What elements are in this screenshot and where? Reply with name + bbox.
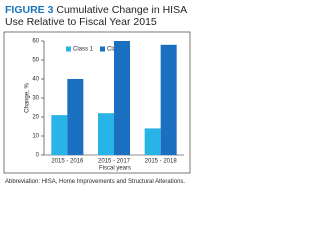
- y-axis-label: Change, %: [25, 82, 31, 112]
- x-tick-label: 2015 - 2018: [145, 159, 178, 165]
- chart-title: Cumulative Change in HISA Use Relative t…: [5, 4, 187, 28]
- y-tick-label: 40: [32, 77, 39, 83]
- figure-label: FIGURE 3: [5, 4, 54, 16]
- y-tick-label: 0: [36, 153, 40, 159]
- bar: [98, 113, 114, 155]
- chart-frame: [3, 31, 191, 174]
- chart-title-block: FIGURE 3 Cumulative Change in HISA Use R…: [5, 4, 191, 28]
- bar: [114, 41, 130, 155]
- y-tick-label: 30: [32, 96, 39, 102]
- bar: [144, 128, 161, 155]
- y-tick-label: 10: [32, 134, 39, 140]
- y-tick-label: 20: [32, 115, 39, 121]
- footnote: Abbreviation: HISA, Home Improvements an…: [5, 179, 186, 185]
- legend-swatch: [100, 46, 105, 52]
- bar: [51, 115, 68, 155]
- x-tick-label: 2015 - 2016: [51, 159, 84, 165]
- y-tick-label: 50: [32, 58, 39, 64]
- bar: [160, 44, 177, 155]
- chart: Change, % Fiscal years 0 10 20 30 40 50 60 Clas…: [3, 31, 191, 174]
- x-axis-label: Fiscal years: [99, 166, 131, 172]
- bar: [67, 79, 84, 155]
- x-tick-label: 2015 - 2017: [98, 159, 131, 165]
- legend-swatch: [66, 46, 71, 52]
- page: {"chart_data": {"type": "bar", "figure_l…: [3, 4, 191, 185]
- legend-label: Class 1: [73, 47, 94, 53]
- y-tick-label: 60: [32, 39, 39, 45]
